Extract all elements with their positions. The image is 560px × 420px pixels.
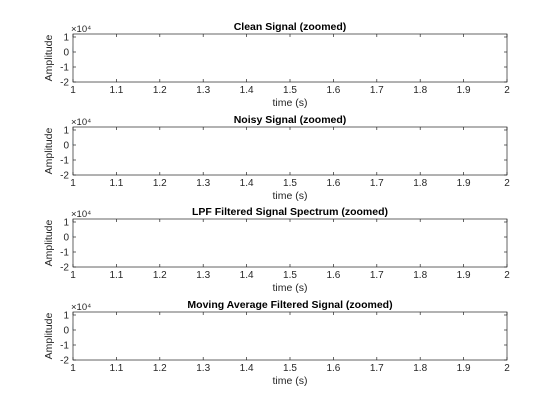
x-tick-label: 1.6	[326, 178, 340, 189]
y-tick-label: 1	[63, 311, 69, 322]
axes-box	[72, 218, 508, 268]
y-tick-label: -2	[60, 263, 69, 274]
y-tick-label: 0	[63, 233, 69, 244]
x-tick-label: 1.3	[196, 178, 210, 189]
x-tick-label: 1.9	[457, 85, 471, 96]
x-tick-label: 1.4	[240, 85, 254, 96]
x-tick-label: 1.8	[413, 85, 427, 96]
x-axis-label: time (s)	[273, 282, 308, 294]
x-tick-label: 1.9	[457, 178, 471, 189]
y-axis-label: Amplitude	[43, 313, 55, 360]
y-tick-label: -2	[60, 171, 69, 182]
x-tick-label: 1.5	[283, 270, 297, 281]
x-tick-label: 1.7	[370, 363, 384, 374]
y-tick-label: -2	[60, 356, 69, 367]
subplot-title: LPF Filtered Signal Spectrum (zoomed)	[192, 206, 388, 218]
x-tick-label: 1	[70, 363, 76, 374]
x-tick-label: 1.6	[326, 363, 340, 374]
x-tick-label: 1.4	[240, 178, 254, 189]
y-tick-label: -2	[60, 78, 69, 89]
x-tick-label: 1	[70, 85, 76, 96]
y-tick-label: -1	[60, 248, 69, 259]
x-axis-label: time (s)	[273, 375, 308, 387]
x-tick-label: 1.9	[457, 270, 471, 281]
x-tick-label: 2	[504, 363, 510, 374]
x-tick-label: 1	[70, 270, 76, 281]
y-multiplier-label: ×10⁴	[71, 302, 91, 313]
subplot-title: Noisy Signal (zoomed)	[234, 114, 347, 126]
x-tick-label: 1.9	[457, 363, 471, 374]
x-tick-label: 1.8	[413, 363, 427, 374]
y-tick-label: 0	[63, 326, 69, 337]
y-tick-label: 0	[63, 141, 69, 152]
y-tick-label: -1	[60, 63, 69, 74]
y-tick-label: 0	[63, 48, 69, 59]
x-tick-label: 1.1	[109, 85, 123, 96]
x-tick-label: 1.7	[370, 270, 384, 281]
y-tick-label: 1	[63, 218, 69, 229]
subplot-3: 1 1.1 1.2 1.3 1.4 1.5 1.6 1.7 1.8 1.9 2-2-101×10⁴ L…	[43, 206, 510, 294]
x-tick-label: 1.2	[153, 178, 167, 189]
x-tick-label: 1.4	[240, 270, 254, 281]
x-tick-label: 1.1	[109, 363, 123, 374]
x-tick-label: 1.3	[196, 85, 210, 96]
x-tick-label: 2	[504, 270, 510, 281]
x-tick-label: 1	[70, 178, 76, 189]
x-tick-label: 1.4	[240, 363, 254, 374]
subplot-1: 1 1.1 1.2 1.3 1.4 1.5 1.6 1.7 1.8 1.9 2-2-101×10⁴ C…	[43, 21, 510, 109]
x-tick-label: 1.1	[109, 178, 123, 189]
x-tick-label: 1.7	[370, 178, 384, 189]
y-multiplier-label: ×10⁴	[71, 209, 91, 220]
x-tick-label: 1.5	[283, 178, 297, 189]
y-tick-label: 1	[63, 33, 69, 44]
x-tick-label: 1.8	[413, 178, 427, 189]
x-tick-label: 2	[504, 85, 510, 96]
subplot-title: Moving Average Filtered Signal (zoomed)	[187, 299, 392, 311]
x-tick-label: 1.6	[326, 270, 340, 281]
y-multiplier-label: ×10⁴	[71, 24, 91, 35]
x-tick-label: 1.3	[196, 363, 210, 374]
x-tick-label: 1.2	[153, 85, 167, 96]
x-tick-label: 1.2	[153, 270, 167, 281]
x-tick-label: 1.1	[109, 270, 123, 281]
x-tick-label: 2	[504, 178, 510, 189]
x-tick-label: 1.6	[326, 85, 340, 96]
x-tick-label: 1.3	[196, 270, 210, 281]
x-axis-label: time (s)	[273, 97, 308, 109]
y-axis-label: Amplitude	[43, 220, 55, 267]
axes-box	[72, 311, 508, 361]
y-tick-label: -1	[60, 341, 69, 352]
y-axis-label: Amplitude	[43, 35, 55, 82]
y-axis-label: Amplitude	[43, 128, 55, 175]
x-tick-label: 1.5	[283, 363, 297, 374]
y-tick-label: -1	[60, 156, 69, 167]
subplot-4: 1 1.1 1.2 1.3 1.4 1.5 1.6 1.7 1.8 1.9 2-2-101×10⁴ M…	[43, 299, 510, 387]
x-axis-label: time (s)	[273, 190, 308, 202]
x-tick-label: 1.2	[153, 363, 167, 374]
subplot-title: Clean Signal (zoomed)	[234, 21, 347, 33]
x-tick-label: 1.7	[370, 85, 384, 96]
y-multiplier-label: ×10⁴	[71, 117, 91, 128]
subplot-2: 1 1.1 1.2 1.3 1.4 1.5 1.6 1.7 1.8 1.9 2-2-101×10⁴ N…	[43, 114, 510, 202]
x-tick-label: 1.8	[413, 270, 427, 281]
y-tick-label: 1	[63, 126, 69, 137]
axes-box	[72, 33, 508, 83]
x-tick-label: 1.5	[283, 85, 297, 96]
axes-box	[72, 126, 508, 176]
